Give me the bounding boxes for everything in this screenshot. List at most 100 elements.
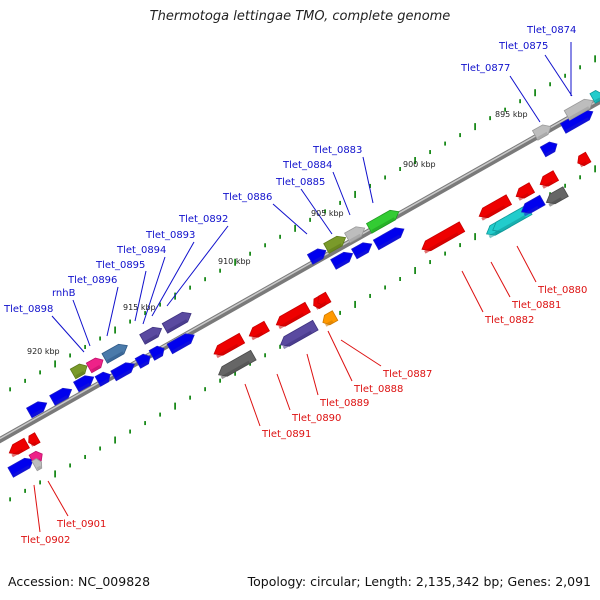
- reverse-gene-arrow[interactable]: [575, 151, 592, 168]
- forward-gene-arrow[interactable]: [330, 249, 356, 270]
- scale-tick: [459, 243, 461, 248]
- scale-tick: [264, 243, 266, 248]
- reverse-gene-arrow[interactable]: [211, 332, 246, 359]
- scale-tick: [474, 233, 476, 241]
- forward-gene-arrow[interactable]: [365, 207, 401, 234]
- scale-tick: [444, 251, 446, 256]
- leader-line: [272, 203, 308, 235]
- scale-tick: [189, 395, 191, 400]
- leader-line: [490, 261, 511, 298]
- scale-tick: [594, 55, 596, 63]
- kbp-marker: 905 kbp: [311, 209, 344, 218]
- scale-tick: [84, 344, 86, 349]
- reverse-gene-label: Tlet_0901: [56, 519, 106, 530]
- forward-gene-arrow[interactable]: [73, 372, 97, 393]
- scale-tick: [159, 412, 161, 417]
- leader-line: [340, 339, 382, 367]
- reverse-gene-label: Tlet_0882: [484, 315, 534, 326]
- scale-tick: [294, 224, 296, 232]
- scale-tick: [369, 293, 371, 298]
- leader-line: [332, 171, 351, 216]
- forward-gene-arrow[interactable]: [323, 233, 349, 254]
- forward-gene-arrow[interactable]: [344, 223, 368, 244]
- leader-line: [544, 54, 573, 97]
- forward-gene-arrow[interactable]: [101, 341, 130, 364]
- forward-gene-arrow[interactable]: [563, 96, 596, 121]
- scale-tick: [219, 268, 221, 273]
- reverse-gene-arrow[interactable]: [216, 349, 257, 380]
- reverse-gene-label: Tlet_0889: [319, 398, 369, 409]
- scale-tick: [54, 470, 56, 478]
- reverse-gene-arrow[interactable]: [315, 291, 332, 308]
- forward-gene-arrow[interactable]: [306, 246, 328, 265]
- scale-tick: [9, 387, 11, 392]
- reverse-gene-arrow[interactable]: [278, 319, 319, 350]
- forward-gene-arrow[interactable]: [85, 355, 105, 374]
- reverse-gene-arrow[interactable]: [476, 194, 513, 221]
- scale-tick: [279, 234, 281, 239]
- forward-gene-label: rnhB: [52, 288, 76, 299]
- leader-line: [461, 270, 484, 313]
- backbone-line: [0, 97, 600, 444]
- scale-tick: [339, 310, 341, 315]
- reverse-gene-arrow[interactable]: [274, 301, 311, 330]
- scale-tick: [144, 421, 146, 426]
- leader-line: [106, 286, 119, 337]
- forward-gene-label: Tlet_0898: [3, 304, 53, 315]
- scale-tick: [114, 436, 116, 444]
- scale-tick: [519, 99, 521, 104]
- reverse-gene-label: Tlet_0887: [382, 369, 432, 380]
- scale-tick: [354, 300, 356, 308]
- forward-gene-arrow[interactable]: [139, 324, 165, 345]
- forward-gene-arrow[interactable]: [31, 457, 44, 472]
- scale-tick: [429, 150, 431, 155]
- forward-gene-arrow[interactable]: [94, 370, 113, 387]
- forward-gene-arrow[interactable]: [531, 122, 553, 141]
- forward-gene-label: Tlet_0893: [145, 230, 195, 241]
- forward-gene-label: Tlet_0884: [282, 160, 332, 171]
- kbp-marker: 910 kbp: [218, 257, 251, 266]
- leader-line: [306, 353, 319, 396]
- scale-tick: [384, 285, 386, 290]
- forward-gene-label: Tlet_0896: [67, 275, 117, 286]
- reverse-gene-arrow[interactable]: [419, 221, 466, 254]
- forward-gene-arrow[interactable]: [166, 330, 197, 355]
- forward-gene-arrow[interactable]: [110, 359, 137, 382]
- scale-tick: [144, 311, 146, 316]
- reverse-gene-arrow[interactable]: [247, 320, 270, 341]
- scale-tick: [399, 167, 401, 171]
- leader-line: [51, 315, 85, 353]
- scale-tick: [84, 454, 86, 459]
- forward-gene-label: Tlet_0895: [95, 260, 145, 271]
- forward-gene-arrow[interactable]: [589, 89, 600, 104]
- forward-gene-arrow[interactable]: [134, 352, 153, 369]
- leader-line: [362, 156, 374, 204]
- reverse-gene-label: Tlet_0891: [261, 429, 311, 440]
- scale-tick: [279, 344, 281, 349]
- forward-gene-arrow[interactable]: [148, 344, 167, 361]
- forward-gene-label: Tlet_0874: [526, 25, 576, 36]
- forward-gene-arrow[interactable]: [539, 139, 559, 158]
- forward-gene-arrow[interactable]: [7, 455, 36, 478]
- reverse-gene-arrow[interactable]: [7, 437, 30, 458]
- forward-gene-arrow[interactable]: [49, 385, 75, 406]
- leader-line: [72, 299, 91, 347]
- scale-tick: [309, 217, 311, 222]
- reverse-gene-arrow[interactable]: [320, 310, 339, 327]
- scale-tick: [399, 277, 401, 281]
- reverse-gene-arrow[interactable]: [513, 182, 536, 201]
- reverse-gene-arrow[interactable]: [544, 186, 569, 207]
- forward-gene-arrow[interactable]: [26, 398, 50, 419]
- scale-tick: [204, 387, 206, 392]
- leader-line: [134, 270, 147, 322]
- topology-text: Topology: circular; Length: 2,135,342 bp…: [247, 574, 591, 589]
- reverse-gene-arrow[interactable]: [519, 194, 546, 217]
- scale-tick: [384, 175, 386, 180]
- forward-gene-arrow[interactable]: [351, 239, 375, 260]
- forward-gene-arrow[interactable]: [69, 361, 89, 380]
- forward-gene-arrow[interactable]: [161, 309, 194, 334]
- forward-gene-arrow[interactable]: [372, 224, 406, 251]
- scale-tick: [429, 260, 431, 265]
- reverse-gene-arrow[interactable]: [537, 170, 560, 189]
- reverse-gene-arrow[interactable]: [26, 432, 41, 447]
